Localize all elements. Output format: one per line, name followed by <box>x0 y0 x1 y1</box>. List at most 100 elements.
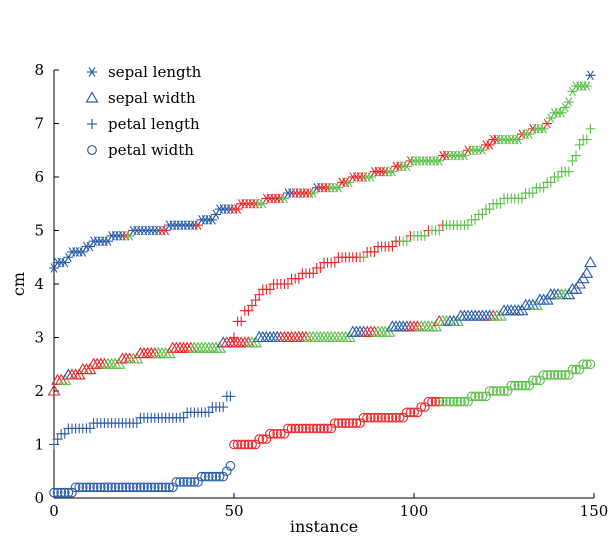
data-point <box>470 214 481 225</box>
data-point <box>517 193 527 204</box>
data-point <box>272 428 283 439</box>
y-tick-label: 6 <box>34 168 44 186</box>
legend-symbol <box>87 119 97 129</box>
data-point <box>85 482 95 493</box>
data-point <box>409 407 419 418</box>
data-point <box>387 412 398 423</box>
y-tick-label: 2 <box>34 382 44 400</box>
data-point <box>308 423 319 434</box>
data-point <box>59 428 70 439</box>
legend-symbol <box>87 145 97 155</box>
data-point <box>369 412 380 423</box>
data-point <box>344 418 355 428</box>
data-point <box>279 428 290 439</box>
data-point <box>394 412 405 423</box>
data-point <box>556 107 567 118</box>
data-point <box>218 471 229 482</box>
data-point <box>580 266 594 278</box>
data-point <box>427 396 437 407</box>
data-point <box>567 86 578 97</box>
x-tick-label: 150 <box>580 502 609 520</box>
data-point <box>529 298 543 310</box>
data-point <box>373 412 383 423</box>
data-point <box>178 477 189 487</box>
x-tick-label: 50 <box>224 502 243 520</box>
data-point <box>72 368 86 380</box>
data-point <box>52 434 63 445</box>
data-point <box>524 129 535 140</box>
data-point <box>254 289 265 300</box>
data-point <box>585 359 596 370</box>
data-point <box>527 375 538 386</box>
data-point <box>99 482 110 493</box>
data-point <box>283 279 293 289</box>
data-point <box>121 482 131 493</box>
data-point <box>160 225 171 236</box>
data-point <box>585 123 596 134</box>
data-point <box>124 482 135 493</box>
data-point <box>573 277 587 289</box>
data-point <box>77 247 88 257</box>
data-point <box>333 418 344 428</box>
data-point <box>567 364 578 375</box>
data-point <box>214 471 225 482</box>
data-point <box>576 272 590 284</box>
data-point <box>419 230 430 241</box>
data-point <box>167 482 178 493</box>
data-point <box>243 305 254 316</box>
data-point <box>515 304 529 316</box>
data-point <box>542 118 553 129</box>
data-point <box>59 257 70 268</box>
data-point <box>128 482 139 493</box>
data-point <box>499 386 509 396</box>
data-point <box>261 434 272 445</box>
data-point <box>250 295 261 306</box>
legend-symbol <box>87 67 97 77</box>
data-point <box>103 482 113 493</box>
data-point <box>342 330 356 343</box>
data-point <box>545 177 556 188</box>
data-point <box>382 325 396 337</box>
data-point <box>243 439 254 450</box>
data-point <box>229 439 239 450</box>
data-point <box>401 236 412 247</box>
data-point <box>347 418 358 428</box>
data-point <box>171 477 182 487</box>
data-point <box>213 341 227 353</box>
data-point <box>315 262 326 273</box>
data-point <box>193 477 203 487</box>
data-point <box>563 97 574 107</box>
data-point <box>124 231 135 241</box>
data-point <box>157 482 167 493</box>
data-point <box>416 402 427 412</box>
data-point <box>578 359 589 370</box>
data-point <box>380 412 391 423</box>
data-point <box>265 428 275 439</box>
x-ticks: 0 50 100 150 <box>49 493 608 520</box>
data-point <box>509 380 520 391</box>
data-point <box>549 370 560 380</box>
data-point <box>229 332 239 343</box>
data-point <box>49 439 59 450</box>
data-point <box>110 482 121 493</box>
series-petal-width <box>49 359 596 498</box>
data-point <box>412 407 423 418</box>
data-point <box>355 418 365 428</box>
data-point <box>311 423 322 434</box>
data-point <box>81 482 92 493</box>
data-point <box>581 81 592 91</box>
data-point <box>329 257 340 268</box>
data-point <box>322 423 333 434</box>
data-point <box>365 412 376 423</box>
data-point <box>146 482 157 493</box>
data-point <box>401 407 412 418</box>
data-point <box>553 172 563 182</box>
data-point <box>466 391 477 402</box>
data-point <box>142 482 153 493</box>
data-point <box>85 241 95 252</box>
data-point <box>484 140 495 150</box>
data-point <box>52 487 63 498</box>
data-point <box>556 370 567 380</box>
data-point <box>149 482 160 493</box>
data-point <box>455 396 466 407</box>
